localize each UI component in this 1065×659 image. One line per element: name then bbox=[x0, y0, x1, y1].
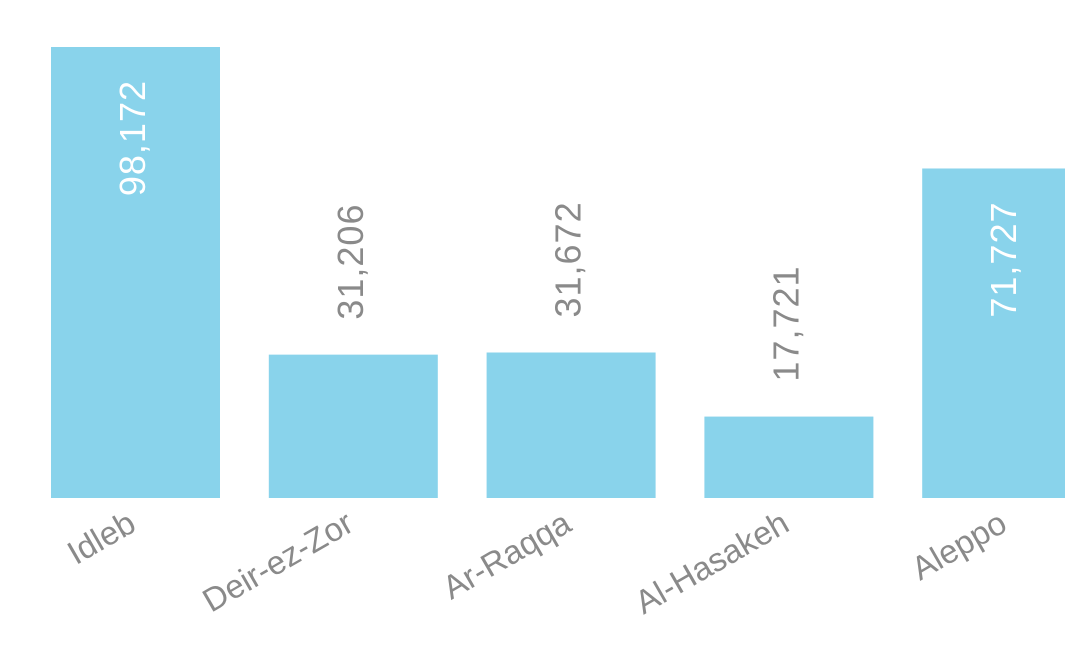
bar bbox=[704, 416, 874, 498]
x-tick-label: Aleppo bbox=[905, 504, 1012, 587]
x-tick-label: Ar-Raqqa bbox=[436, 503, 577, 606]
value-label: 98,172 bbox=[112, 80, 153, 196]
x-tick-label: Idleb bbox=[61, 504, 141, 572]
x-tick-label: Deir-ez-Zor bbox=[196, 504, 359, 619]
bar bbox=[486, 352, 656, 498]
bar bbox=[51, 47, 220, 498]
x-tick-label: Al-Hasakeh bbox=[629, 504, 795, 621]
bar bbox=[268, 354, 438, 498]
value-label: 31,672 bbox=[548, 201, 589, 317]
bar bbox=[922, 168, 1065, 499]
value-label: 17,721 bbox=[765, 265, 806, 381]
value-label: 71,727 bbox=[983, 201, 1024, 317]
value-label: 31,206 bbox=[330, 204, 371, 320]
